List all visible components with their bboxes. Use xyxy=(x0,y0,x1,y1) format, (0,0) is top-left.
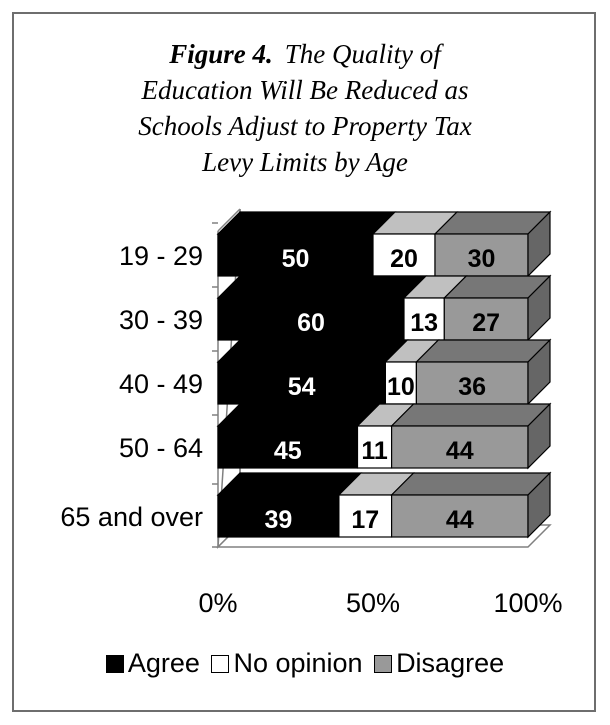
bar-side-face xyxy=(527,338,551,406)
data-label: 20 xyxy=(390,245,418,273)
bar-side-face xyxy=(527,210,551,278)
bar-top-face xyxy=(216,211,397,235)
bar-segment xyxy=(217,425,359,469)
data-label: 10 xyxy=(387,373,415,401)
title-line-2: Education Will Be Reduced as xyxy=(141,75,469,105)
data-label: 44 xyxy=(446,437,474,465)
x-tick-label: 50% xyxy=(346,588,400,618)
bar-top-face xyxy=(216,339,409,363)
legend-label-agree: Agree xyxy=(127,648,200,678)
data-label: 27 xyxy=(472,309,500,337)
bar-segment xyxy=(217,233,374,277)
title-line-3: Schools Adjust to Property Tax xyxy=(138,111,472,141)
legend-swatch-disagree xyxy=(374,654,393,673)
data-label: 30 xyxy=(468,245,496,273)
legend-label-no-opinion: No opinion xyxy=(233,648,363,678)
chart-title: Figure 4. The Quality of Education Will B… xyxy=(0,36,610,180)
y-tick-label: 65 and over xyxy=(60,502,203,532)
bar-segment xyxy=(443,297,529,341)
data-label: 45 xyxy=(274,437,302,465)
bar-segment xyxy=(372,233,436,277)
data-label: 39 xyxy=(265,506,293,534)
plot-top-diagonal xyxy=(217,208,241,232)
bar-segment xyxy=(217,361,386,405)
title-line-4: Levy Limits by Age xyxy=(202,147,408,177)
y-tick-label: 30 - 39 xyxy=(119,305,203,335)
y-tick-label: 40 - 49 xyxy=(119,369,203,399)
x-tick-label: 0% xyxy=(198,588,237,618)
bar-segment xyxy=(384,361,417,405)
data-label: 50 xyxy=(282,245,310,273)
data-label: 13 xyxy=(410,309,438,337)
legend-label-disagree: Disagree xyxy=(396,648,505,678)
data-label: 54 xyxy=(288,373,316,401)
bar-top-face xyxy=(390,472,552,496)
bar-side-face xyxy=(527,402,551,470)
bar-side-face xyxy=(527,471,551,539)
bar-top-face xyxy=(216,403,381,427)
data-label: 36 xyxy=(458,373,486,401)
bar-segment xyxy=(217,297,405,341)
data-label: 17 xyxy=(351,506,379,534)
bar-segment xyxy=(415,361,529,405)
chart-legend: Agree No opinion Disagree xyxy=(0,648,610,680)
bar-top-face xyxy=(216,472,363,496)
legend-item-no-opinion: No opinion xyxy=(211,648,363,679)
legend-swatch-agree xyxy=(105,654,124,673)
data-label: 11 xyxy=(361,437,388,465)
bar-segment xyxy=(338,494,393,538)
bar-segment xyxy=(391,494,529,538)
data-label: 60 xyxy=(297,309,325,337)
y-tick-label: 19 - 29 xyxy=(119,241,203,271)
bar-segment xyxy=(356,425,393,469)
figure-label: Figure 4. xyxy=(169,39,273,69)
y-tick-label: 50 - 64 xyxy=(119,433,203,463)
bar-top-face xyxy=(390,403,552,427)
data-label: 44 xyxy=(446,506,474,534)
title-text-1: The Quality of xyxy=(284,39,441,69)
bar-side-face xyxy=(527,274,551,342)
x-tick-label: 100% xyxy=(493,588,562,618)
title-line-1: Figure 4. The Quality of xyxy=(0,36,610,72)
bar-top-face xyxy=(414,339,552,363)
legend-item-agree: Agree xyxy=(105,648,200,679)
legend-swatch-no-opinion xyxy=(211,654,230,673)
bar-segment xyxy=(403,297,445,341)
legend-item-disagree: Disagree xyxy=(374,648,504,679)
bar-top-face xyxy=(216,275,428,299)
